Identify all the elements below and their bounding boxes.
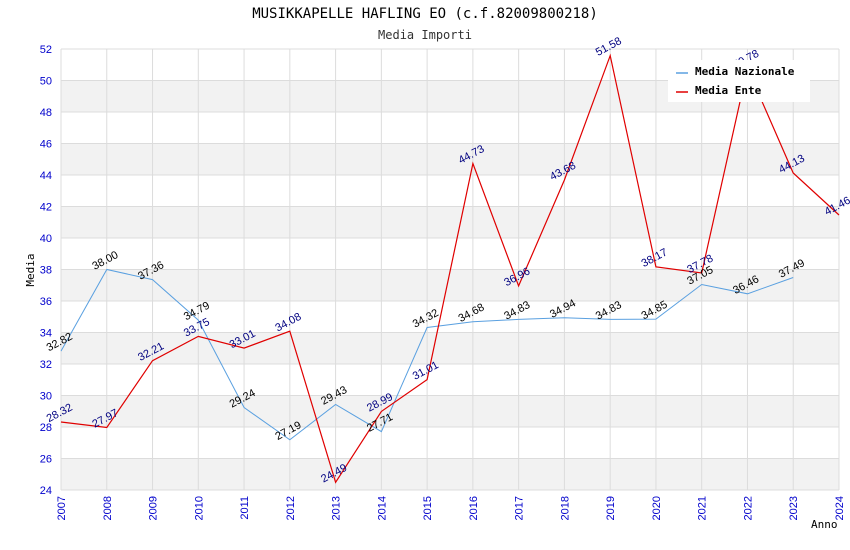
y-tick-label: 34 [40,328,52,340]
x-tick-label: 2022 [742,496,754,520]
plot-band [61,238,839,270]
x-tick-label: 2008 [102,496,114,520]
x-tick-label: 2024 [834,496,846,520]
plot-band [61,301,839,333]
plot-band [61,112,839,144]
plot-band [61,395,839,427]
plot-band [61,427,839,459]
legend-label-media-ente: Media Ente [695,84,762,97]
x-tick-label: 2017 [514,496,526,520]
y-tick-label: 52 [40,44,52,56]
x-tick-label: 2018 [559,496,571,520]
plot-band [61,364,839,396]
plot-band [61,458,839,490]
plot-bands [61,49,839,490]
series-lines [60,53,840,484]
legend-box [668,60,810,102]
x-tick-label: 2021 [697,496,709,520]
x-tick-label: 2014 [376,496,388,520]
x-tick-label: 2007 [56,496,68,520]
y-tick-label: 32 [40,359,52,371]
y-tick-label: 26 [40,454,52,466]
y-tick-label: 42 [40,202,52,214]
y-tick-label: 38 [40,265,52,277]
x-axis-label: Anno [811,518,838,531]
x-tick-label: 2012 [285,496,297,520]
series-line-media-ente [60,53,840,484]
x-tick-label: 2009 [148,496,160,520]
y-tick-label: 44 [40,170,52,182]
x-tick-label: 2013 [331,496,343,520]
plot-band [61,206,839,238]
x-tick-label: 2010 [193,496,205,520]
legend-label-media-nazionale: Media Nazionale [695,65,795,78]
y-axis-ticks: 24 26 28 30 32 34 36 38 40 42 44 46 48 50 52 [40,44,52,497]
x-axis-ticks: 2007 2008 2009 2010 2011 2012 2013 2014 2015 2016… [56,496,846,520]
plot-band [61,175,839,207]
chart-title: MUSIKKAPELLE HAFLING EO (c.f.82009800218… [252,6,598,22]
plot-band [61,332,839,364]
y-axis-label: Media [24,253,37,286]
x-tick-label: 2016 [468,496,480,520]
plot-band [61,269,839,301]
x-tick-label: 2023 [788,496,800,520]
y-tick-label: 48 [40,107,52,119]
x-tick-label: 2011 [239,496,251,520]
plot-band [61,143,839,175]
y-tick-label: 40 [40,233,52,245]
legend: Media Nazionale Media Ente [668,60,810,102]
chart-subtitle: Media Importi [378,28,472,42]
y-tick-label: 28 [40,422,52,434]
y-tick-label: 30 [40,391,52,403]
x-tick-label: 2020 [651,496,663,520]
series-line-media-nazionale [60,268,794,441]
y-tick-label: 36 [40,296,52,308]
x-tick-label: 2019 [605,496,617,520]
x-tick-label: 2015 [422,496,434,520]
y-tick-label: 50 [40,76,52,88]
y-tick-label: 46 [40,139,52,151]
y-tick-label: 24 [40,485,52,497]
